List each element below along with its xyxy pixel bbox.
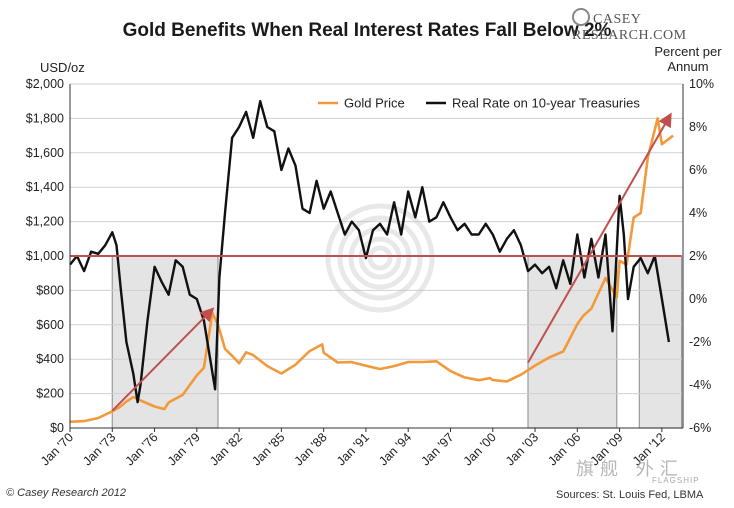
left-tick-label: $1,400 — [26, 180, 64, 194]
left-tick-label: $1,600 — [26, 146, 64, 160]
left-tick-label: $1,800 — [26, 111, 64, 125]
right-tick-label: -4% — [689, 378, 711, 392]
right-tick-label: 10% — [689, 77, 714, 91]
casey-research-logo: CASEY RESEARCH.COM — [572, 8, 734, 44]
x-tick-label: Jan '76 — [123, 430, 161, 468]
left-tick-label: $0 — [50, 421, 64, 435]
x-tick-label: Jan '70 — [38, 430, 76, 468]
real-rate-line — [69, 99, 671, 404]
left-tick-label: $200 — [36, 387, 64, 401]
casey-logo-icon — [572, 8, 590, 26]
right-tick-label: 4% — [689, 206, 707, 220]
legend: Gold Price Real Rate on 10-year Treasurie… — [318, 96, 640, 111]
left-tick-label: $600 — [36, 318, 64, 332]
gold-price-line — [69, 117, 674, 424]
left-tick-label: $1,200 — [26, 215, 64, 229]
x-tick-label: Jan '82 — [207, 430, 245, 468]
watermark-ring — [325, 203, 435, 313]
left-tick-label: $400 — [36, 352, 64, 366]
trend-arrow — [111, 307, 215, 412]
left-tick-label: $800 — [36, 283, 64, 297]
series-lines — [69, 99, 674, 424]
watermark-ring — [358, 236, 402, 280]
x-tick-label: Jan '79 — [165, 430, 203, 468]
right-tick-label: 6% — [689, 163, 707, 177]
x-tick-label: Jan '85 — [249, 430, 287, 468]
shaded-region-3 — [638, 255, 683, 429]
chart-title: Gold Benefits When Real Interest Rates F… — [122, 20, 612, 41]
right-tick-label: -2% — [689, 335, 711, 349]
center-watermark — [325, 203, 435, 313]
watermark-ring — [367, 245, 393, 271]
watermark-ring — [337, 215, 423, 301]
trend-arrow — [527, 112, 672, 364]
watermark-ring — [348, 226, 412, 290]
x-tick-label: Jan '03 — [503, 430, 541, 468]
x-tick-label: Jan '00 — [461, 430, 499, 468]
annotations — [70, 112, 682, 412]
x-tick-label: Jan '94 — [376, 430, 414, 468]
left-tick-label: $2,000 — [26, 77, 64, 91]
brand-text: CASEY RESEARCH.COM — [572, 12, 687, 43]
right-tick-label: 8% — [689, 120, 707, 134]
x-tick-label: Jan '91 — [334, 430, 372, 468]
copyright-text: © Casey Research 2012 — [6, 487, 127, 499]
x-tick-label: Jan '97 — [418, 430, 456, 468]
shaded-region-1 — [111, 255, 219, 429]
legend-label-gold: Gold Price — [344, 96, 405, 111]
right-tick-label: 2% — [689, 249, 707, 263]
left-axis-label: USD/oz — [40, 60, 85, 75]
shaded-regions — [111, 255, 683, 429]
right-tick-label: -6% — [689, 421, 711, 435]
right-axis-label: Percent per Annum — [654, 44, 722, 74]
right-tick-label: 0% — [689, 292, 707, 306]
x-tick-label: Jan '73 — [80, 430, 118, 468]
x-tick-label: Jan '88 — [292, 430, 330, 468]
flagship-watermark: 旗舰 外汇 — [576, 459, 684, 480]
legend-label-real-rate: Real Rate on 10-year Treasuries — [452, 96, 640, 111]
flagship-watermark-en: FLAGSHIP — [652, 476, 700, 485]
left-tick-label: $1,000 — [26, 249, 64, 263]
sources-text: Sources: St. Louis Fed, LBMA — [556, 489, 704, 501]
